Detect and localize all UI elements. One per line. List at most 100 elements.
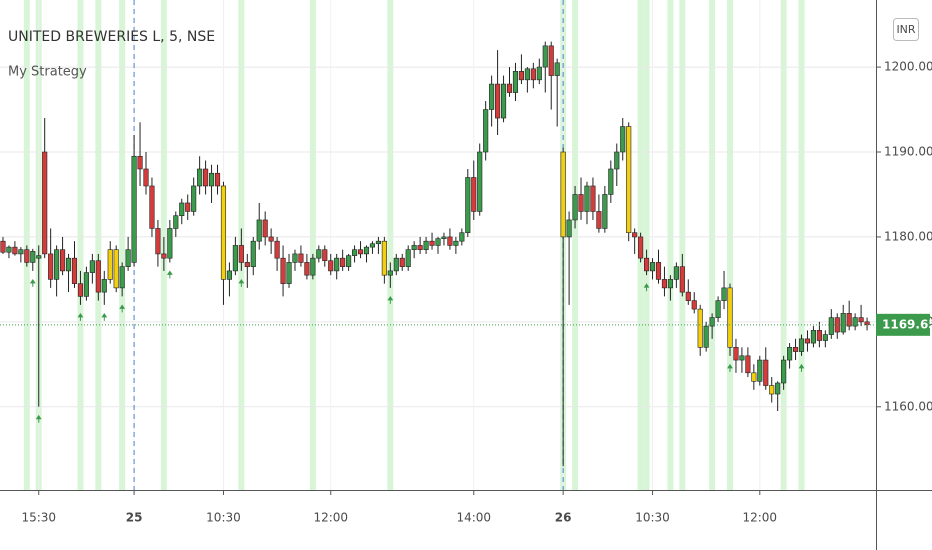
- candle-body: [36, 255, 42, 259]
- candle-body: [83, 272, 89, 297]
- axes-layer: 1160.001170.001180.001190.001200.0015:30…: [21, 60, 932, 525]
- candle-body: [292, 253, 298, 263]
- candle-body: [584, 185, 590, 212]
- candle-body: [125, 249, 131, 267]
- x-tick-label: 15:30: [21, 511, 56, 525]
- y-tick-label: 1180.00: [884, 229, 932, 243]
- currency: INR: [896, 23, 915, 36]
- x-tick-label: 14:00: [456, 511, 491, 525]
- candle-body: [95, 260, 101, 293]
- candle-body: [787, 347, 793, 361]
- candle-body: [119, 266, 125, 289]
- candle-body: [602, 194, 608, 229]
- candle-body: [131, 155, 137, 263]
- candle-body: [101, 279, 107, 293]
- candle-body: [757, 359, 763, 382]
- candle-body: [298, 253, 304, 263]
- candle-body: [471, 177, 477, 212]
- candle-body: [54, 249, 60, 280]
- highlight-band: [727, 0, 733, 490]
- candle-body: [495, 83, 501, 119]
- candle-body: [792, 347, 799, 352]
- candle-body: [179, 202, 185, 217]
- x-tick-label: 12:00: [742, 511, 777, 525]
- y-tick-label: 1190.00: [884, 145, 932, 159]
- currency-box[interactable]: [893, 18, 919, 41]
- candle-body: [578, 194, 584, 212]
- signal-arrow: [387, 295, 394, 304]
- signal-arrow: [238, 278, 245, 287]
- candle-body: [173, 215, 179, 229]
- candle-body: [518, 71, 524, 81]
- signal-arrow: [119, 304, 126, 313]
- signal-arrow: [77, 312, 84, 321]
- candle-body: [268, 236, 274, 242]
- candle-body: [632, 232, 638, 238]
- candle-body: [685, 291, 691, 301]
- x-tick-label: 25: [126, 511, 143, 525]
- highlight-band: [95, 0, 102, 490]
- chart-title: UNITED BREWERIES L, 5, NSE: [8, 29, 215, 45]
- candle-body: [465, 177, 471, 233]
- candle-body: [214, 172, 221, 187]
- candle-body: [691, 300, 697, 310]
- candle-body: [506, 83, 513, 93]
- candle-body: [614, 151, 620, 170]
- candle-body: [357, 249, 364, 255]
- candle-body: [113, 249, 119, 289]
- candle-body: [590, 185, 596, 212]
- x-tick-label: 10:30: [206, 511, 241, 525]
- candle-body: [107, 249, 113, 280]
- candle-body: [65, 257, 72, 272]
- candle-body: [411, 245, 417, 250]
- highlight-band: [709, 0, 716, 490]
- candle-body: [769, 385, 775, 395]
- candle-body: [721, 287, 727, 301]
- last-price-box: [876, 313, 930, 336]
- candle-body: [560, 151, 566, 238]
- candle-body: [71, 257, 78, 284]
- highlight-band: [572, 0, 579, 490]
- candle-body: [346, 255, 352, 267]
- candle-body: [810, 330, 816, 344]
- candle-body: [30, 251, 36, 263]
- highlight-band: [667, 0, 674, 490]
- candle-body: [477, 151, 483, 212]
- candle-body: [459, 232, 465, 242]
- highlight-band: [119, 0, 126, 490]
- candle-body: [500, 83, 507, 119]
- candle-body: [197, 168, 203, 187]
- candle-body: [709, 317, 715, 327]
- candle-body: [739, 355, 745, 361]
- candle-body: [638, 236, 644, 259]
- candle-body: [340, 257, 346, 267]
- candle-body: [60, 249, 66, 272]
- candle-body: [203, 168, 209, 187]
- candle-body: [0, 240, 6, 253]
- signal-arrow: [643, 283, 650, 292]
- candle-body: [489, 83, 495, 110]
- candle-body: [191, 185, 197, 212]
- candle-body: [804, 338, 811, 344]
- candle-body: [399, 257, 405, 267]
- candle-body: [566, 219, 572, 238]
- candle-body: [423, 240, 429, 250]
- candle-body: [816, 330, 822, 341]
- candle-body: [435, 238, 441, 246]
- candle-body: [715, 300, 721, 318]
- candle-body: [781, 359, 787, 384]
- y-tick-label: 1200.00: [884, 60, 932, 74]
- candle-body: [238, 245, 244, 263]
- highlight-band: [309, 0, 316, 490]
- signal-arrow: [101, 312, 108, 321]
- candle-body: [649, 262, 656, 272]
- candle-body: [798, 338, 805, 352]
- candle-body: [673, 266, 679, 280]
- candle-body: [208, 172, 215, 187]
- highlight-band: [387, 0, 394, 490]
- candle-body: [626, 126, 632, 233]
- candle-body: [226, 270, 232, 280]
- candle-body: [381, 240, 387, 276]
- highlight-band: [643, 0, 650, 490]
- x-tick-label: 26: [555, 511, 572, 525]
